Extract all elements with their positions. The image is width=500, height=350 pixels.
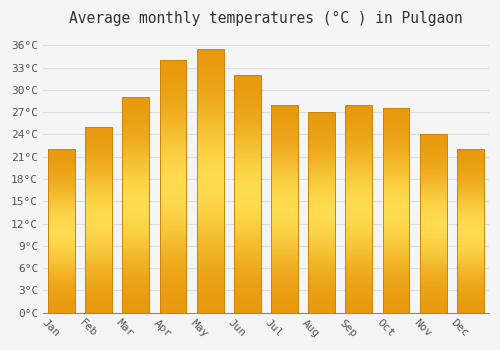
Bar: [160, 60, 186, 313]
Bar: [382, 108, 409, 313]
Bar: [457, 149, 483, 313]
Bar: [346, 105, 372, 313]
Bar: [420, 134, 446, 313]
Bar: [48, 149, 75, 313]
Bar: [86, 127, 112, 313]
Bar: [271, 105, 298, 313]
Bar: [234, 75, 260, 313]
Bar: [122, 97, 149, 313]
Bar: [197, 49, 224, 313]
Title: Average monthly temperatures (°C ) in Pulgaon: Average monthly temperatures (°C ) in Pu…: [69, 11, 463, 26]
Bar: [308, 112, 335, 313]
